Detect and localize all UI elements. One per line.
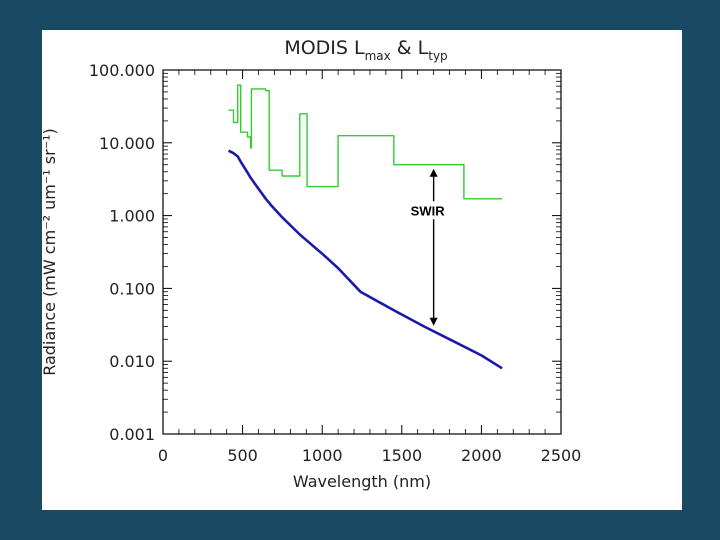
x-tick-label: 500	[227, 446, 258, 465]
y-tick-label: 1.000	[109, 207, 155, 226]
series-line-ltyp	[228, 149, 503, 370]
x-tick-label: 1000	[302, 446, 343, 465]
title-middle: & L	[391, 37, 429, 59]
x-tick-label: 2000	[461, 446, 502, 465]
chart-title: MODIS Lmax & Ltyp	[284, 37, 447, 63]
swir-arrow-head-bottom	[429, 317, 438, 326]
title-sub-typ: typ	[428, 49, 447, 63]
swir-arrow-head-top	[429, 168, 438, 177]
x-tick-label: 2500	[541, 446, 582, 465]
y-axis-ticks: 0.001 0.010 0.100 1.000 10.000 100.000	[89, 61, 561, 444]
y-tick-label: 0.001	[109, 425, 155, 444]
y-tick-label: 0.100	[109, 279, 155, 298]
x-tick-label: 0	[158, 446, 168, 465]
y-tick-label: 100.000	[89, 61, 155, 80]
plot-frame	[162, 69, 562, 435]
series-line-lmax	[228, 84, 503, 200]
x-tick-label: 1500	[381, 446, 422, 465]
x-axis-ticks: 0 500 1000 1500 2000 2500	[158, 70, 581, 465]
radiance-chart: MODIS Lmax & Ltyp 0.001 0.010 0.100 1.000 10…	[42, 37, 581, 491]
y-axis-title: Radiance (mW cm⁻² um⁻¹ sr⁻¹)	[42, 128, 59, 376]
swir-label: SWIR	[411, 203, 446, 218]
series-layer	[228, 84, 503, 370]
title-sub-max: max	[365, 49, 391, 63]
x-axis-title: Wavelength (nm)	[293, 472, 431, 491]
swir-label-bg	[403, 201, 452, 220]
annotation-layer: SWIR	[403, 168, 452, 326]
title-prefix: MODIS L	[284, 37, 365, 59]
y-tick-label: 0.010	[109, 352, 155, 371]
slide-frame: MODIS Lmax & Ltyp 0.001 0.010 0.100 1.000 10…	[42, 30, 682, 510]
y-tick-label: 10.000	[99, 134, 155, 153]
